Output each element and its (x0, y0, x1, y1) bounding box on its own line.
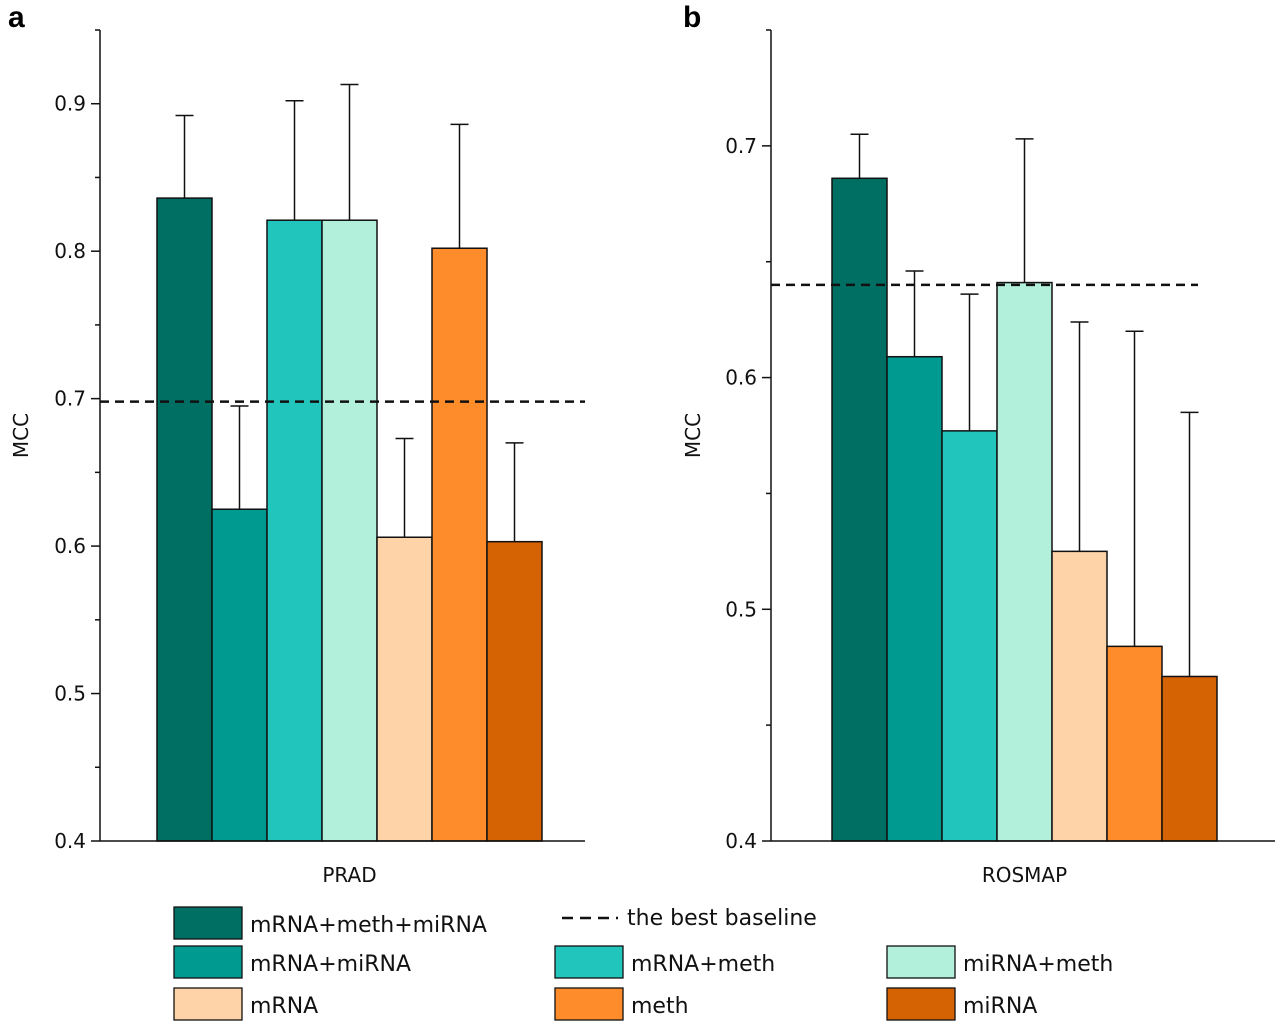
y-tick-label: 0.7 (725, 134, 757, 158)
y-axis-title: MCC (9, 413, 33, 458)
bar-mirna-meth (996, 281, 1053, 842)
x-axis-title: PRAD (322, 863, 376, 887)
legend-swatch (173, 906, 243, 940)
legend-label: mRNA+miRNA (250, 952, 411, 977)
y-tick-label: 0.7 (54, 387, 86, 411)
legend-baseline-label: the best baseline (627, 906, 817, 931)
y-tick-label: 0.6 (725, 366, 757, 390)
legend-swatch (173, 945, 243, 979)
legend-swatch (173, 987, 243, 1021)
y-tick-label: 0.5 (54, 682, 86, 706)
y-axis-title: MCC (681, 413, 705, 458)
bar-mrna (1051, 550, 1108, 842)
panel-letter-b: b (683, 1, 701, 34)
legend-label: mRNA+meth+miRNA (250, 913, 487, 938)
legend-label: miRNA+meth (963, 952, 1113, 977)
y-tick-label: 0.4 (725, 829, 757, 853)
bar-mrna-meth (941, 430, 998, 842)
x-axis-title: ROSMAP (982, 863, 1067, 887)
bar-mrna (376, 536, 433, 842)
legend-swatch (886, 987, 956, 1021)
bar-meth (431, 247, 488, 842)
bar-mirna (1161, 675, 1218, 842)
legend-label: meth (631, 994, 689, 1019)
legend-label: miRNA (963, 994, 1037, 1019)
bar-mirna (486, 540, 543, 842)
legend-swatch (886, 945, 956, 979)
legend-swatch (554, 987, 624, 1021)
legend-label: mRNA+meth (631, 952, 775, 977)
panel-b-chart: b 0.4 0.5 0.6 0.7 MCC ROSMAP (681, 1, 1275, 887)
bar-mrna-meth-mirna (831, 177, 888, 842)
legend-label: mRNA (250, 994, 318, 1019)
y-tick-label: 0.8 (54, 239, 86, 263)
bar-mrna-meth (266, 219, 323, 842)
bar-mrna-mirna (211, 508, 268, 842)
y-tick-label: 0.5 (725, 597, 757, 621)
panel-a-chart: a 0.4 0.5 0.6 0.7 0.8 0.9 MCC PRAD (8, 1, 585, 887)
y-tick-label: 0.9 (54, 92, 86, 116)
bar-mirna-meth (321, 219, 378, 842)
y-tick-label: 0.4 (54, 829, 86, 853)
bar-mrna-meth-mirna (156, 197, 213, 842)
bar-meth (1106, 645, 1163, 842)
bar-mrna-mirna (886, 355, 943, 842)
y-tick-label: 0.6 (54, 534, 86, 558)
legend-swatch (554, 945, 624, 979)
panel-letter-a: a (8, 1, 25, 34)
legend: mRNA+meth+miRNA mRNA+miRNA mRNA+meth miRNA+… (173, 906, 1113, 1021)
